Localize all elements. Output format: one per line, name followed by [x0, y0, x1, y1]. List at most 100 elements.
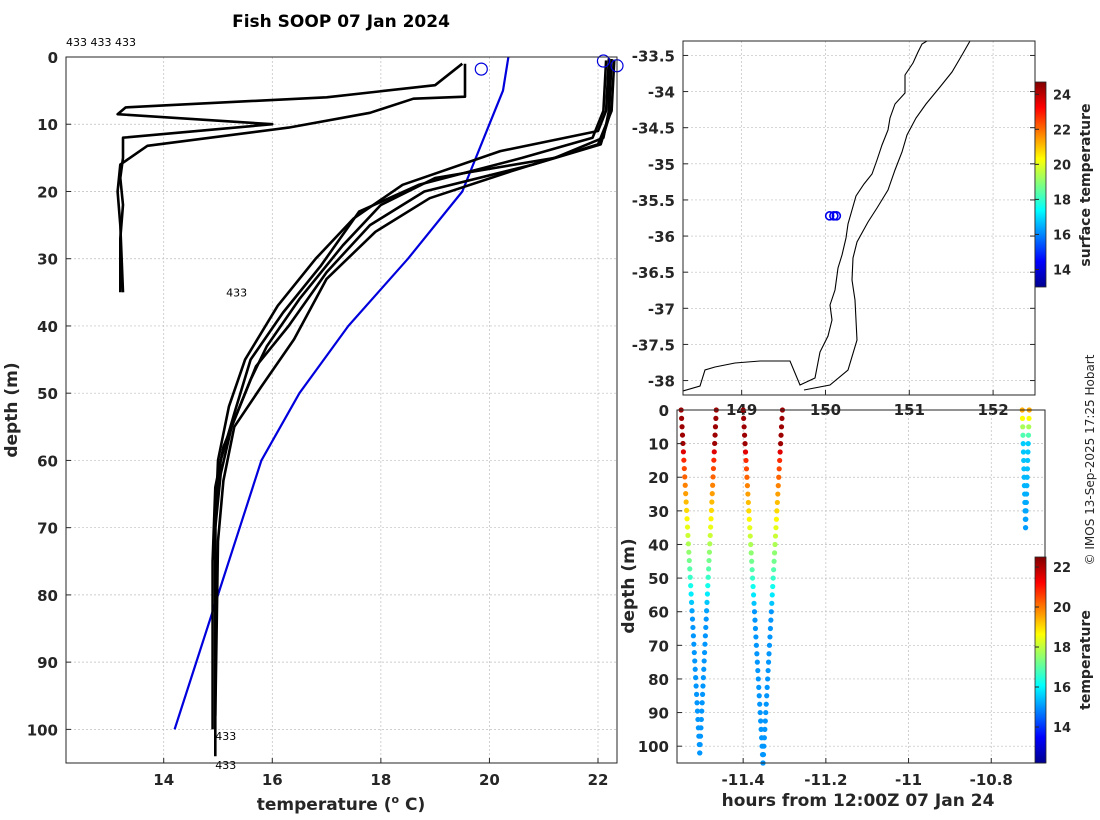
cast-point: [708, 507, 715, 513]
cast-point: [754, 659, 760, 665]
cast-point: [1023, 516, 1029, 522]
cast-point: [704, 599, 710, 605]
cast-point: [742, 441, 748, 447]
cast-point: [686, 549, 692, 555]
cast-point: [744, 483, 751, 489]
cast-point: [711, 449, 717, 455]
cast-point: [751, 609, 758, 615]
cast-point: [1025, 457, 1031, 464]
profile-y-axis-label: depth (m): [2, 362, 22, 457]
cast-point: [761, 735, 767, 741]
cast-point: [703, 608, 710, 614]
cast-point: [777, 457, 783, 464]
cast-point: [683, 491, 689, 497]
cast-point: [711, 457, 717, 463]
cast-point: [748, 550, 754, 556]
cast-point: [746, 508, 752, 514]
map-y-tick-label: -34: [648, 84, 675, 102]
cast-point: [1025, 441, 1031, 447]
cast-point: [777, 449, 783, 455]
cast-point: [764, 693, 770, 699]
cast-point: [702, 633, 708, 639]
cast-point: [752, 617, 758, 623]
cast-point: [742, 449, 749, 455]
cast-point: [683, 499, 689, 505]
cast-y-tick-label: 20: [648, 469, 669, 487]
cast-point: [1025, 432, 1032, 438]
cast-point: [1024, 466, 1031, 472]
cast-point: [746, 516, 752, 522]
cast-point: [1020, 441, 1026, 447]
cast-point: [768, 617, 774, 623]
surface-temperature-colorbar-ticks: 14 16 18 20 22 24: [1035, 88, 1071, 278]
cast-point: [756, 684, 762, 690]
colorbar-tick-label: 24: [1053, 88, 1071, 103]
colorbar-tick-label: 20: [1053, 601, 1071, 616]
cast-point: [698, 725, 704, 731]
surface-temperature-colorbar-label: surface temperature: [1078, 103, 1094, 266]
coastline-path: [683, 41, 928, 392]
map-y-tick-label: -36: [648, 228, 675, 246]
colorbar-tick-label: 22: [1053, 123, 1071, 138]
cast-point: [688, 583, 694, 589]
cast-point: [707, 532, 713, 539]
cast-point: [709, 499, 715, 505]
cast-point: [741, 424, 747, 430]
profile-y-tick-label: 30: [37, 251, 58, 269]
cast-y-tick-label: 40: [648, 536, 669, 554]
profile-x-tick-label: 18: [370, 771, 391, 789]
colorbar-tick-label: 20: [1053, 158, 1071, 173]
cast-point: [687, 574, 693, 580]
cast-point: [710, 465, 717, 472]
cast-x-tick-label: -11.2: [804, 771, 847, 789]
profile-x-tick-label: 22: [588, 771, 609, 789]
profile-x-tick-label: 14: [153, 771, 174, 789]
cast-point: [743, 466, 750, 472]
cast-point: [1020, 424, 1026, 430]
cast-point: [741, 432, 748, 438]
map-chart: 149150151152-33.5-34-34.5-35-35.5-36-36.…: [632, 40, 1094, 419]
cast-point: [706, 557, 712, 564]
cast-point: [694, 708, 701, 714]
cast-point: [750, 592, 757, 598]
cast-point: [699, 691, 706, 697]
cast-point: [755, 676, 761, 682]
cast-y-tick-label: 90: [648, 705, 669, 723]
cast-point: [770, 575, 776, 581]
cast-point: [1026, 424, 1032, 430]
cast-point: [771, 558, 777, 564]
cast-point: [774, 508, 780, 514]
cast-point: [708, 524, 714, 530]
cast-point: [712, 432, 718, 438]
cast-point: [757, 709, 763, 716]
cast-point: [779, 415, 785, 422]
cast-point: [748, 541, 754, 548]
cast-point: [741, 415, 747, 422]
profile-ticks: 14 16 18 20 22 0 10 20 30 40 50 60 70 80 90 100: [27, 49, 609, 789]
cast-point: [775, 483, 781, 489]
cast-point: [688, 599, 695, 605]
cast-point: [751, 600, 757, 606]
cast-point: [706, 566, 712, 572]
cast-point: [765, 667, 771, 674]
surface-position-marker: [474, 62, 488, 76]
cast-point: [710, 474, 716, 480]
cast-point: [763, 701, 769, 707]
credit-text: © IMOS 13-Sep-2025 17:25 Hobart: [1083, 354, 1097, 565]
cast-point: [765, 659, 772, 665]
cast-point: [1024, 483, 1030, 489]
cast-point: [763, 709, 769, 716]
cast-point: [692, 658, 698, 664]
cast-y-axis-label: depth (m): [619, 538, 639, 633]
cast-point: [691, 641, 697, 647]
cast-x-tick-label: -11.4: [722, 771, 765, 789]
cast-chart: -11.4 -11.2 -11 -10.8 0 10 20 30 40 50 60 70 80 90 100…: [619, 402, 1094, 811]
cast-point: [1025, 449, 1031, 455]
profile-y-tick-label: 70: [37, 520, 58, 538]
cast-point: [765, 676, 771, 682]
profile-y-tick-label: 40: [37, 318, 58, 336]
cast-y-tick-label: 70: [648, 637, 669, 655]
cast-point: [757, 701, 763, 707]
cast-point: [689, 616, 696, 622]
profile-id-annotation: 433 433 433: [66, 36, 136, 49]
